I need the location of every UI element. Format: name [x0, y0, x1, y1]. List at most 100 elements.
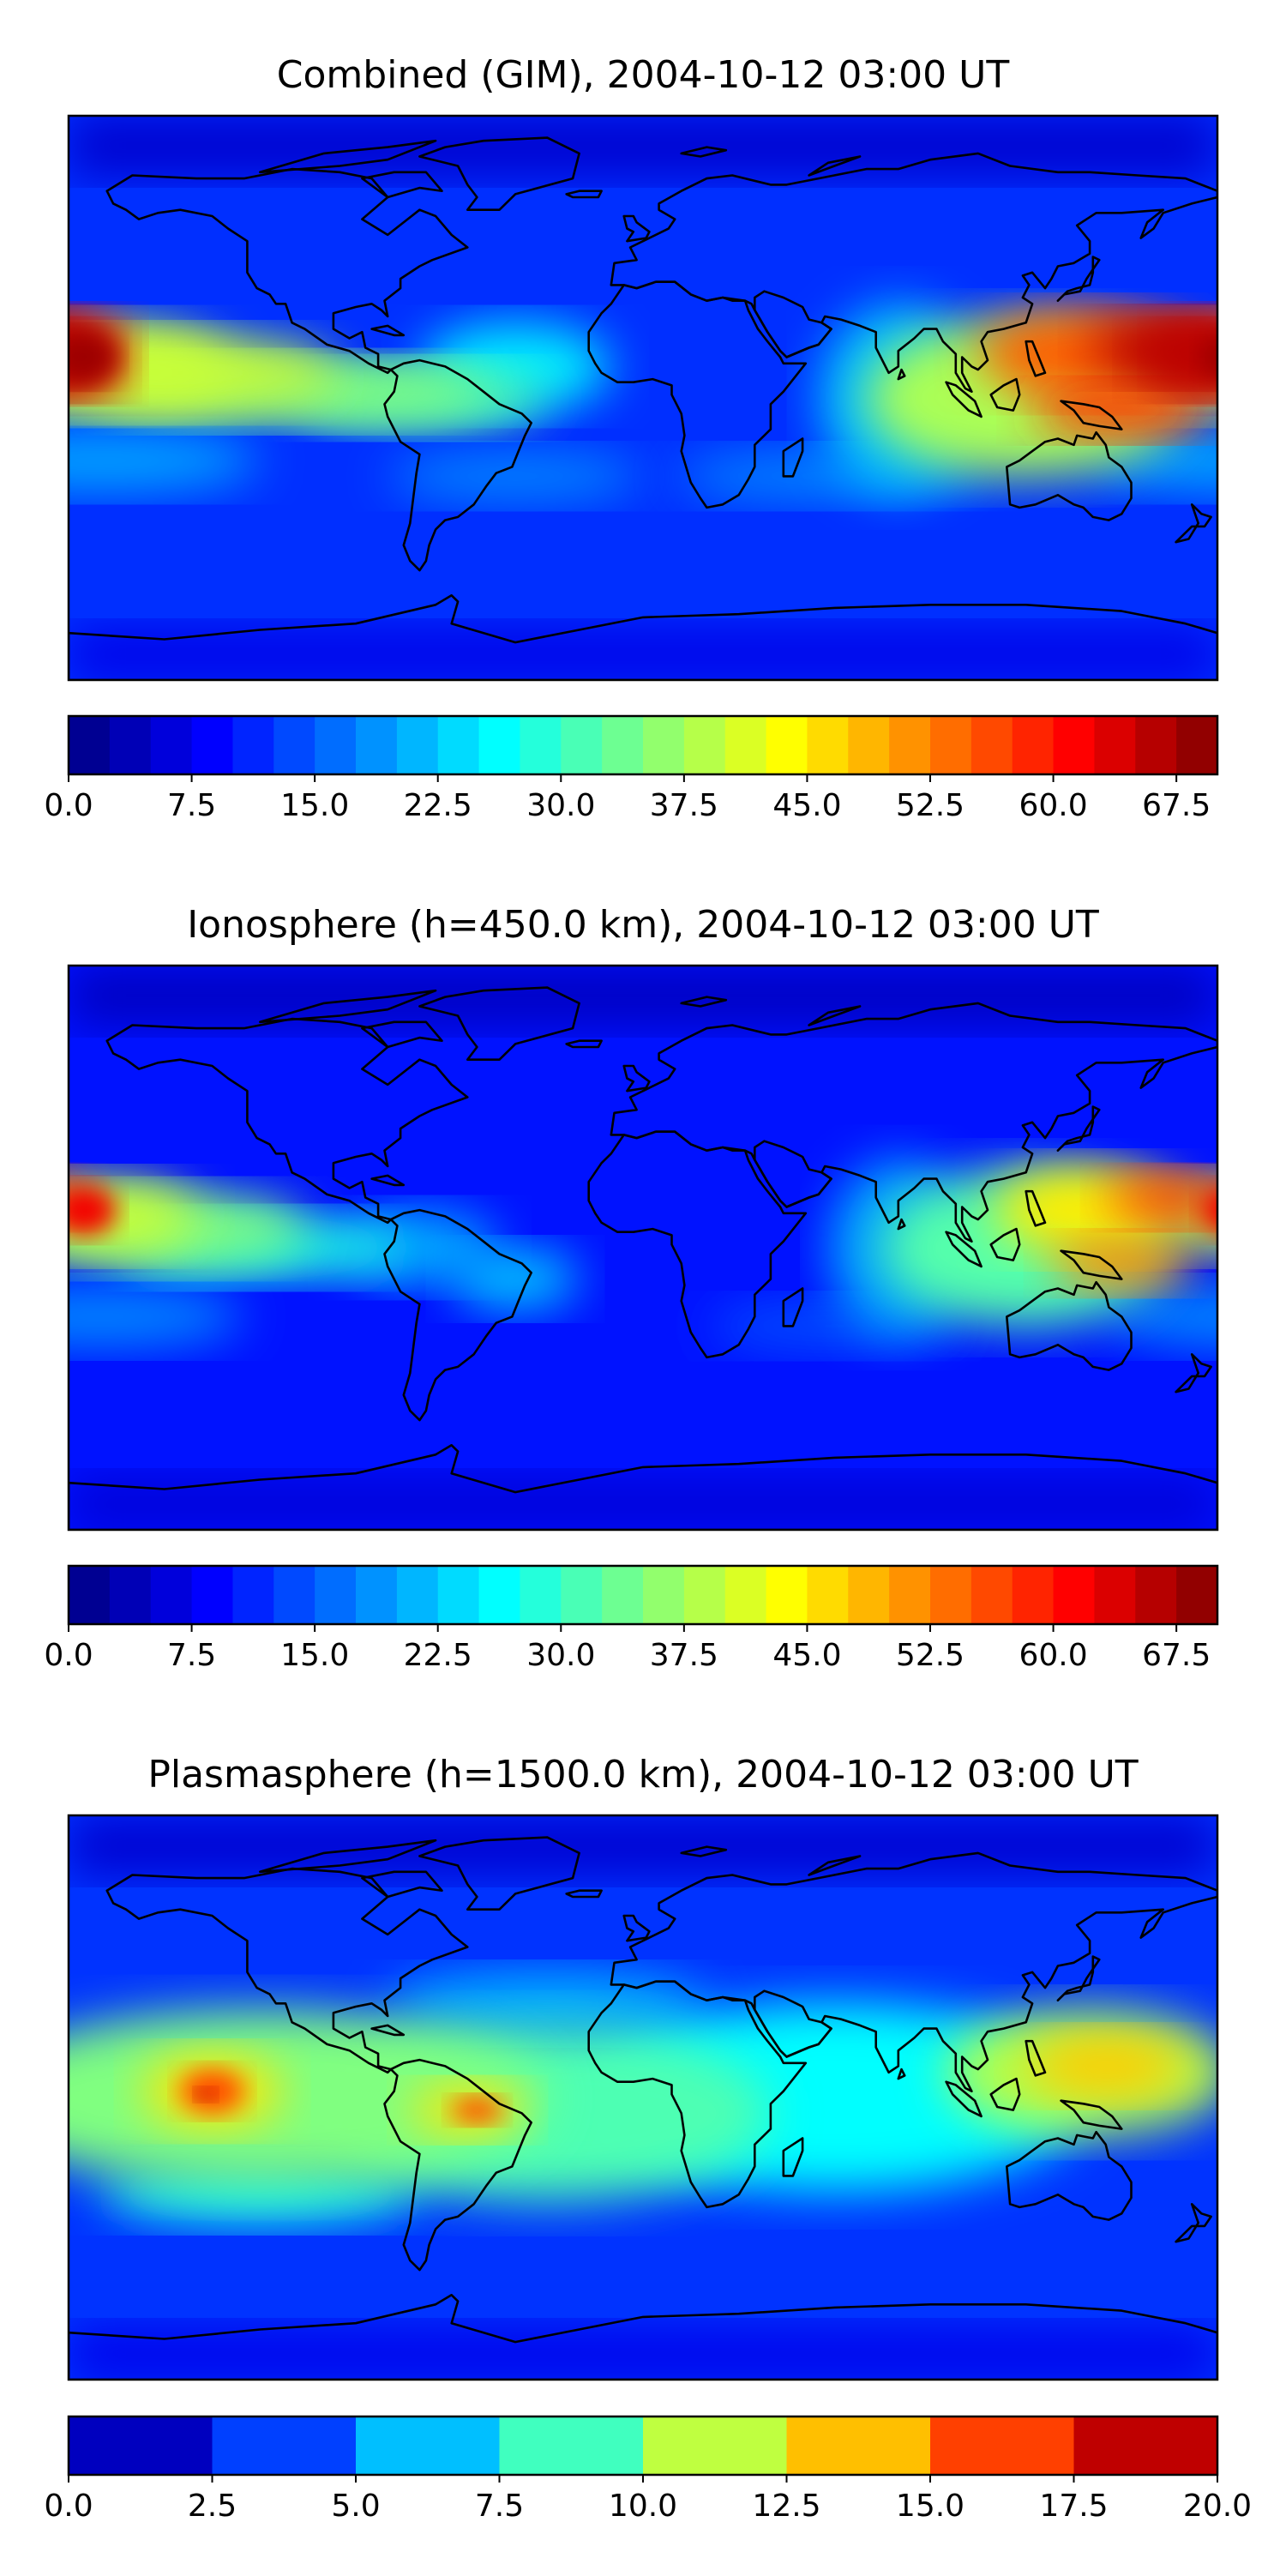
colorbar-segment [724, 1566, 767, 1624]
map-frame [67, 964, 1219, 1532]
colorbar-segment [232, 1566, 274, 1624]
colorbar-tick-label: 52.5 [896, 1638, 964, 1673]
map-combined [69, 116, 1217, 680]
field-blob [69, 1184, 117, 1236]
map-frame [67, 114, 1219, 682]
colorbar-segment [1176, 716, 1218, 774]
coastline [622, 214, 651, 243]
colorbar-tick-label: 0.0 [44, 1638, 93, 1673]
colorbar-segment [478, 1566, 521, 1624]
colorbar-tick-label: 22.5 [404, 788, 472, 823]
panel-combined: Combined (GIM), 2004-10-12 03:00 UT 0.0 7… [44, 53, 1219, 823]
panel-title: Plasmasphere (h=1500.0 km), 2004-10-12 0… [147, 1753, 1138, 1797]
coastline [587, 1130, 808, 1359]
coastline [622, 1064, 651, 1092]
colorbar-segment [786, 2417, 931, 2475]
coastline [105, 1867, 469, 2074]
coastline [361, 1870, 443, 1899]
colorbar-tick-label: 22.5 [404, 1638, 472, 1673]
colorbar-segment [1012, 1566, 1055, 1624]
colorbar-segment [315, 1566, 357, 1624]
coastline [897, 1218, 906, 1231]
colorbar-segment [520, 1566, 562, 1624]
coastline [565, 1039, 603, 1049]
colorbar-segment [396, 716, 439, 774]
coastline [680, 996, 728, 1008]
coastline [1175, 503, 1212, 544]
coastline [754, 1140, 832, 1208]
coastlines [69, 986, 1217, 1530]
tec-field [69, 116, 1217, 680]
coastline [105, 167, 469, 375]
colorbar-segment [1073, 2417, 1218, 2475]
coastline [565, 190, 603, 199]
colorbar-segment [191, 1566, 234, 1624]
colorbar-segment [724, 716, 767, 774]
colorbar-tick-label: 67.5 [1142, 788, 1211, 823]
colorbar-segment [971, 716, 1013, 774]
coastline [418, 986, 580, 1061]
field-blob [69, 1285, 244, 1348]
coastline [259, 989, 437, 1024]
colorbar-segment [561, 1566, 603, 1624]
field-blob [69, 334, 340, 411]
colorbar-segment [602, 716, 644, 774]
colorbar-segment [273, 1566, 315, 1624]
coastline [622, 1914, 651, 1942]
coastline [69, 1444, 1217, 1530]
field-blob [451, 2098, 503, 2123]
colorbar-segment [1094, 716, 1136, 774]
coastline [418, 136, 580, 211]
colorbar-segment [1176, 1566, 1218, 1624]
colorbar-segment [109, 716, 152, 774]
colorbar-segment [356, 1566, 398, 1624]
colorbar-segment [150, 1566, 193, 1624]
coastline [1006, 430, 1133, 521]
coastline [361, 1020, 443, 1049]
field-blob [1051, 1238, 1193, 1289]
colorbar-segment [1135, 1566, 1177, 1624]
colorbar-tick-label: 20.0 [1183, 2489, 1252, 2524]
panel-title: Combined (GIM), 2004-10-12 03:00 UT [277, 53, 1010, 97]
coastline [782, 1287, 804, 1327]
coastline [361, 171, 443, 199]
colorbar-segment [356, 2417, 501, 2475]
coastline [1060, 2099, 1123, 2130]
colorbar-segment [848, 1566, 890, 1624]
coastline [1006, 2130, 1133, 2221]
colorbar-segment [1053, 1566, 1096, 1624]
colorbar-tick-label: 30.0 [526, 1638, 595, 1673]
colorbar-frame [67, 714, 1219, 776]
colorbar-tick-label: 17.5 [1039, 2489, 1108, 2524]
coastline [1056, 1105, 1101, 1152]
panel-plasmasphere: Plasmasphere (h=1500.0 km), 2004-10-12 0… [44, 1753, 1252, 2524]
coastlines [69, 1836, 1217, 2380]
coastline [680, 146, 728, 158]
colorbar-tick-label: 7.5 [167, 1638, 216, 1673]
coastline [680, 1845, 728, 1857]
colorbar-segment [1012, 716, 1055, 774]
colorbar-segment [150, 716, 193, 774]
map-frame [67, 1814, 1219, 2381]
coastline [259, 139, 437, 174]
colorbar-segment [889, 1566, 931, 1624]
coastline [782, 437, 804, 478]
colorbar-combined: 0.0 7.5 15.0 22.5 30.0 37.5 45.0 52.5 60.0 67.5 [44, 714, 1219, 823]
colorbar-ionosphere: 0.0 7.5 15.0 22.5 30.0 37.5 45.0 52.5 60.0 67.5 [44, 1564, 1219, 1673]
field-blob [388, 451, 643, 502]
coastline [69, 594, 1217, 680]
panel-ionosphere: Ionosphere (h=450.0 km), 2004-10-12 03:0… [44, 903, 1219, 1673]
field-polar-north [69, 1815, 1217, 1875]
colorbar-segment [109, 1566, 152, 1624]
coastline [1056, 256, 1101, 302]
colorbar-segment [643, 2417, 788, 2475]
coastline [1025, 1189, 1047, 1227]
colorbar-segment [520, 716, 562, 774]
colorbar-segment [561, 716, 603, 774]
field-polar-north [69, 116, 1217, 176]
colorbar-segment [396, 1566, 439, 1624]
colorbar-segment [807, 716, 849, 774]
coastline [587, 1980, 808, 2209]
colorbar-tick-label: 0.0 [44, 788, 93, 823]
coastline [565, 1889, 603, 1899]
